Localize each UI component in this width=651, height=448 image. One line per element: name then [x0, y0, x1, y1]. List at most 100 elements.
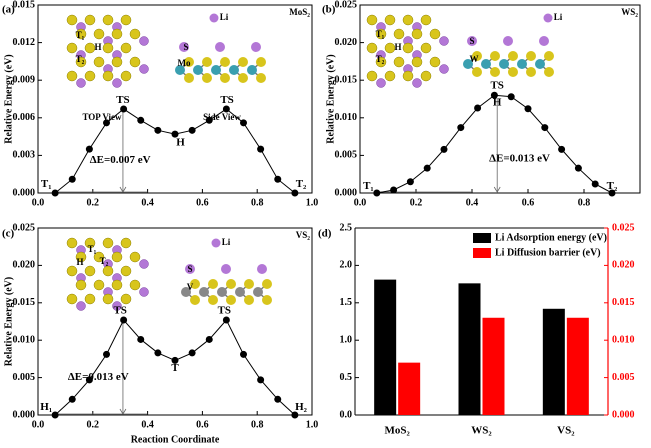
- x-tick-label: 0.0: [354, 197, 367, 208]
- inset-atom: [384, 70, 396, 82]
- inset-atom: [226, 279, 236, 289]
- inset-atom: [208, 295, 218, 305]
- inset-atom: [411, 56, 423, 68]
- inset-atom: [247, 65, 257, 75]
- inset-atom: [402, 14, 414, 26]
- inset-label: T₂: [376, 54, 385, 64]
- inset-atom: [120, 70, 132, 82]
- inset-atom: [75, 56, 87, 68]
- inset-atom: [439, 64, 449, 74]
- panel-label: (c): [2, 228, 15, 240]
- inset-atom: [84, 70, 96, 82]
- inset-atom: [76, 78, 86, 88]
- inset-label: S: [183, 42, 188, 52]
- data-point: [558, 145, 566, 153]
- inset-label: T₂: [76, 54, 85, 64]
- annotation: ΔE=0.013 eV: [68, 371, 129, 383]
- inset-atom: [102, 265, 114, 277]
- inset-atom: [66, 265, 78, 277]
- inset-atom: [490, 67, 500, 77]
- inset-atom: [366, 14, 378, 26]
- annotation: H₂: [295, 401, 308, 413]
- bar: [458, 283, 481, 415]
- inset-atom: [193, 65, 203, 75]
- y2-tick-label: 0.025: [612, 222, 635, 233]
- inset-atom: [467, 36, 477, 46]
- y-tick-label: 0.010: [335, 112, 358, 123]
- inset-atom: [202, 73, 212, 83]
- data-point: [205, 335, 213, 343]
- y-tick-label: 0.003: [13, 150, 36, 161]
- x-tick-label: 0.8: [578, 197, 591, 208]
- inset-atom: [181, 287, 191, 297]
- energy-line: [376, 94, 613, 194]
- inset-atom: [129, 28, 141, 40]
- inset-label: T₁: [376, 29, 385, 39]
- x-tick-label: 0.2: [87, 197, 100, 208]
- material-label: MoS₂: [289, 7, 310, 17]
- inset-atom: [215, 42, 225, 52]
- inset-atom: [84, 42, 96, 54]
- inset-atom: [420, 14, 432, 26]
- y-tick-label: 0.006: [13, 112, 36, 123]
- inset-atom: [238, 57, 248, 67]
- inset-atom: [256, 73, 266, 83]
- data-point: [120, 316, 128, 324]
- inset-atom: [66, 14, 78, 26]
- inset-atom: [199, 287, 209, 297]
- y-axis-title: Relative Energy (eV): [325, 54, 336, 143]
- data-point: [103, 119, 110, 127]
- data-point: [188, 349, 196, 357]
- inset-atom: [544, 51, 554, 61]
- data-point: [490, 91, 498, 99]
- inset-label: W: [470, 54, 479, 64]
- y-tick-label: 0.015: [13, 0, 36, 10]
- data-point: [440, 145, 448, 153]
- data-point: [103, 350, 110, 358]
- annotation: T: [171, 362, 179, 374]
- inset-atom: [84, 265, 96, 277]
- inset-atom: [112, 78, 122, 88]
- arrow-head: [119, 186, 127, 193]
- inset-atom: [111, 251, 123, 263]
- inset-atom: [93, 56, 105, 68]
- data-point: [222, 105, 230, 113]
- inset-atom: [66, 237, 78, 249]
- material-label: WS₂: [621, 7, 638, 17]
- inset-atom: [111, 28, 123, 40]
- inset-atom: [75, 28, 87, 40]
- x-tick-label: 1.0: [306, 197, 319, 208]
- inset-atom: [139, 259, 149, 269]
- inset-label: TOP View: [82, 112, 122, 122]
- inset-atom: [262, 279, 272, 289]
- inset-atom: [235, 287, 245, 297]
- inset-atom: [220, 57, 230, 67]
- y-tick-label: 0.5: [340, 372, 353, 383]
- inset-atom: [366, 42, 378, 54]
- inset-label: Li: [222, 237, 231, 247]
- inset-atom: [120, 265, 132, 277]
- inset-atom: [84, 293, 96, 305]
- inset-atom: [508, 67, 518, 77]
- y-tick-label: 0.010: [13, 334, 36, 345]
- inset-label: T₁: [76, 30, 85, 40]
- inset-atom: [112, 301, 122, 311]
- material-label: VS₂: [296, 230, 311, 240]
- data-point: [608, 189, 616, 197]
- data-point: [457, 124, 465, 132]
- annotation: TS: [220, 94, 233, 106]
- y2-tick-label: 0.015: [612, 297, 635, 308]
- inset-atom: [175, 65, 185, 75]
- inset-atom: [66, 70, 78, 82]
- inset-atom: [411, 28, 423, 40]
- inset-label: Li: [220, 12, 229, 22]
- legend-label: Li Diffusion barrier (eV): [495, 247, 601, 258]
- inset-atom: [221, 264, 231, 274]
- inset-atom: [384, 14, 396, 26]
- annotation: T₂: [296, 178, 307, 190]
- inset-label: Mo: [178, 58, 191, 68]
- y-tick-label: 0.020: [335, 37, 358, 48]
- y-tick-label: 0.015: [13, 297, 36, 308]
- inset-atom: [102, 42, 114, 54]
- inset-atom: [102, 70, 114, 82]
